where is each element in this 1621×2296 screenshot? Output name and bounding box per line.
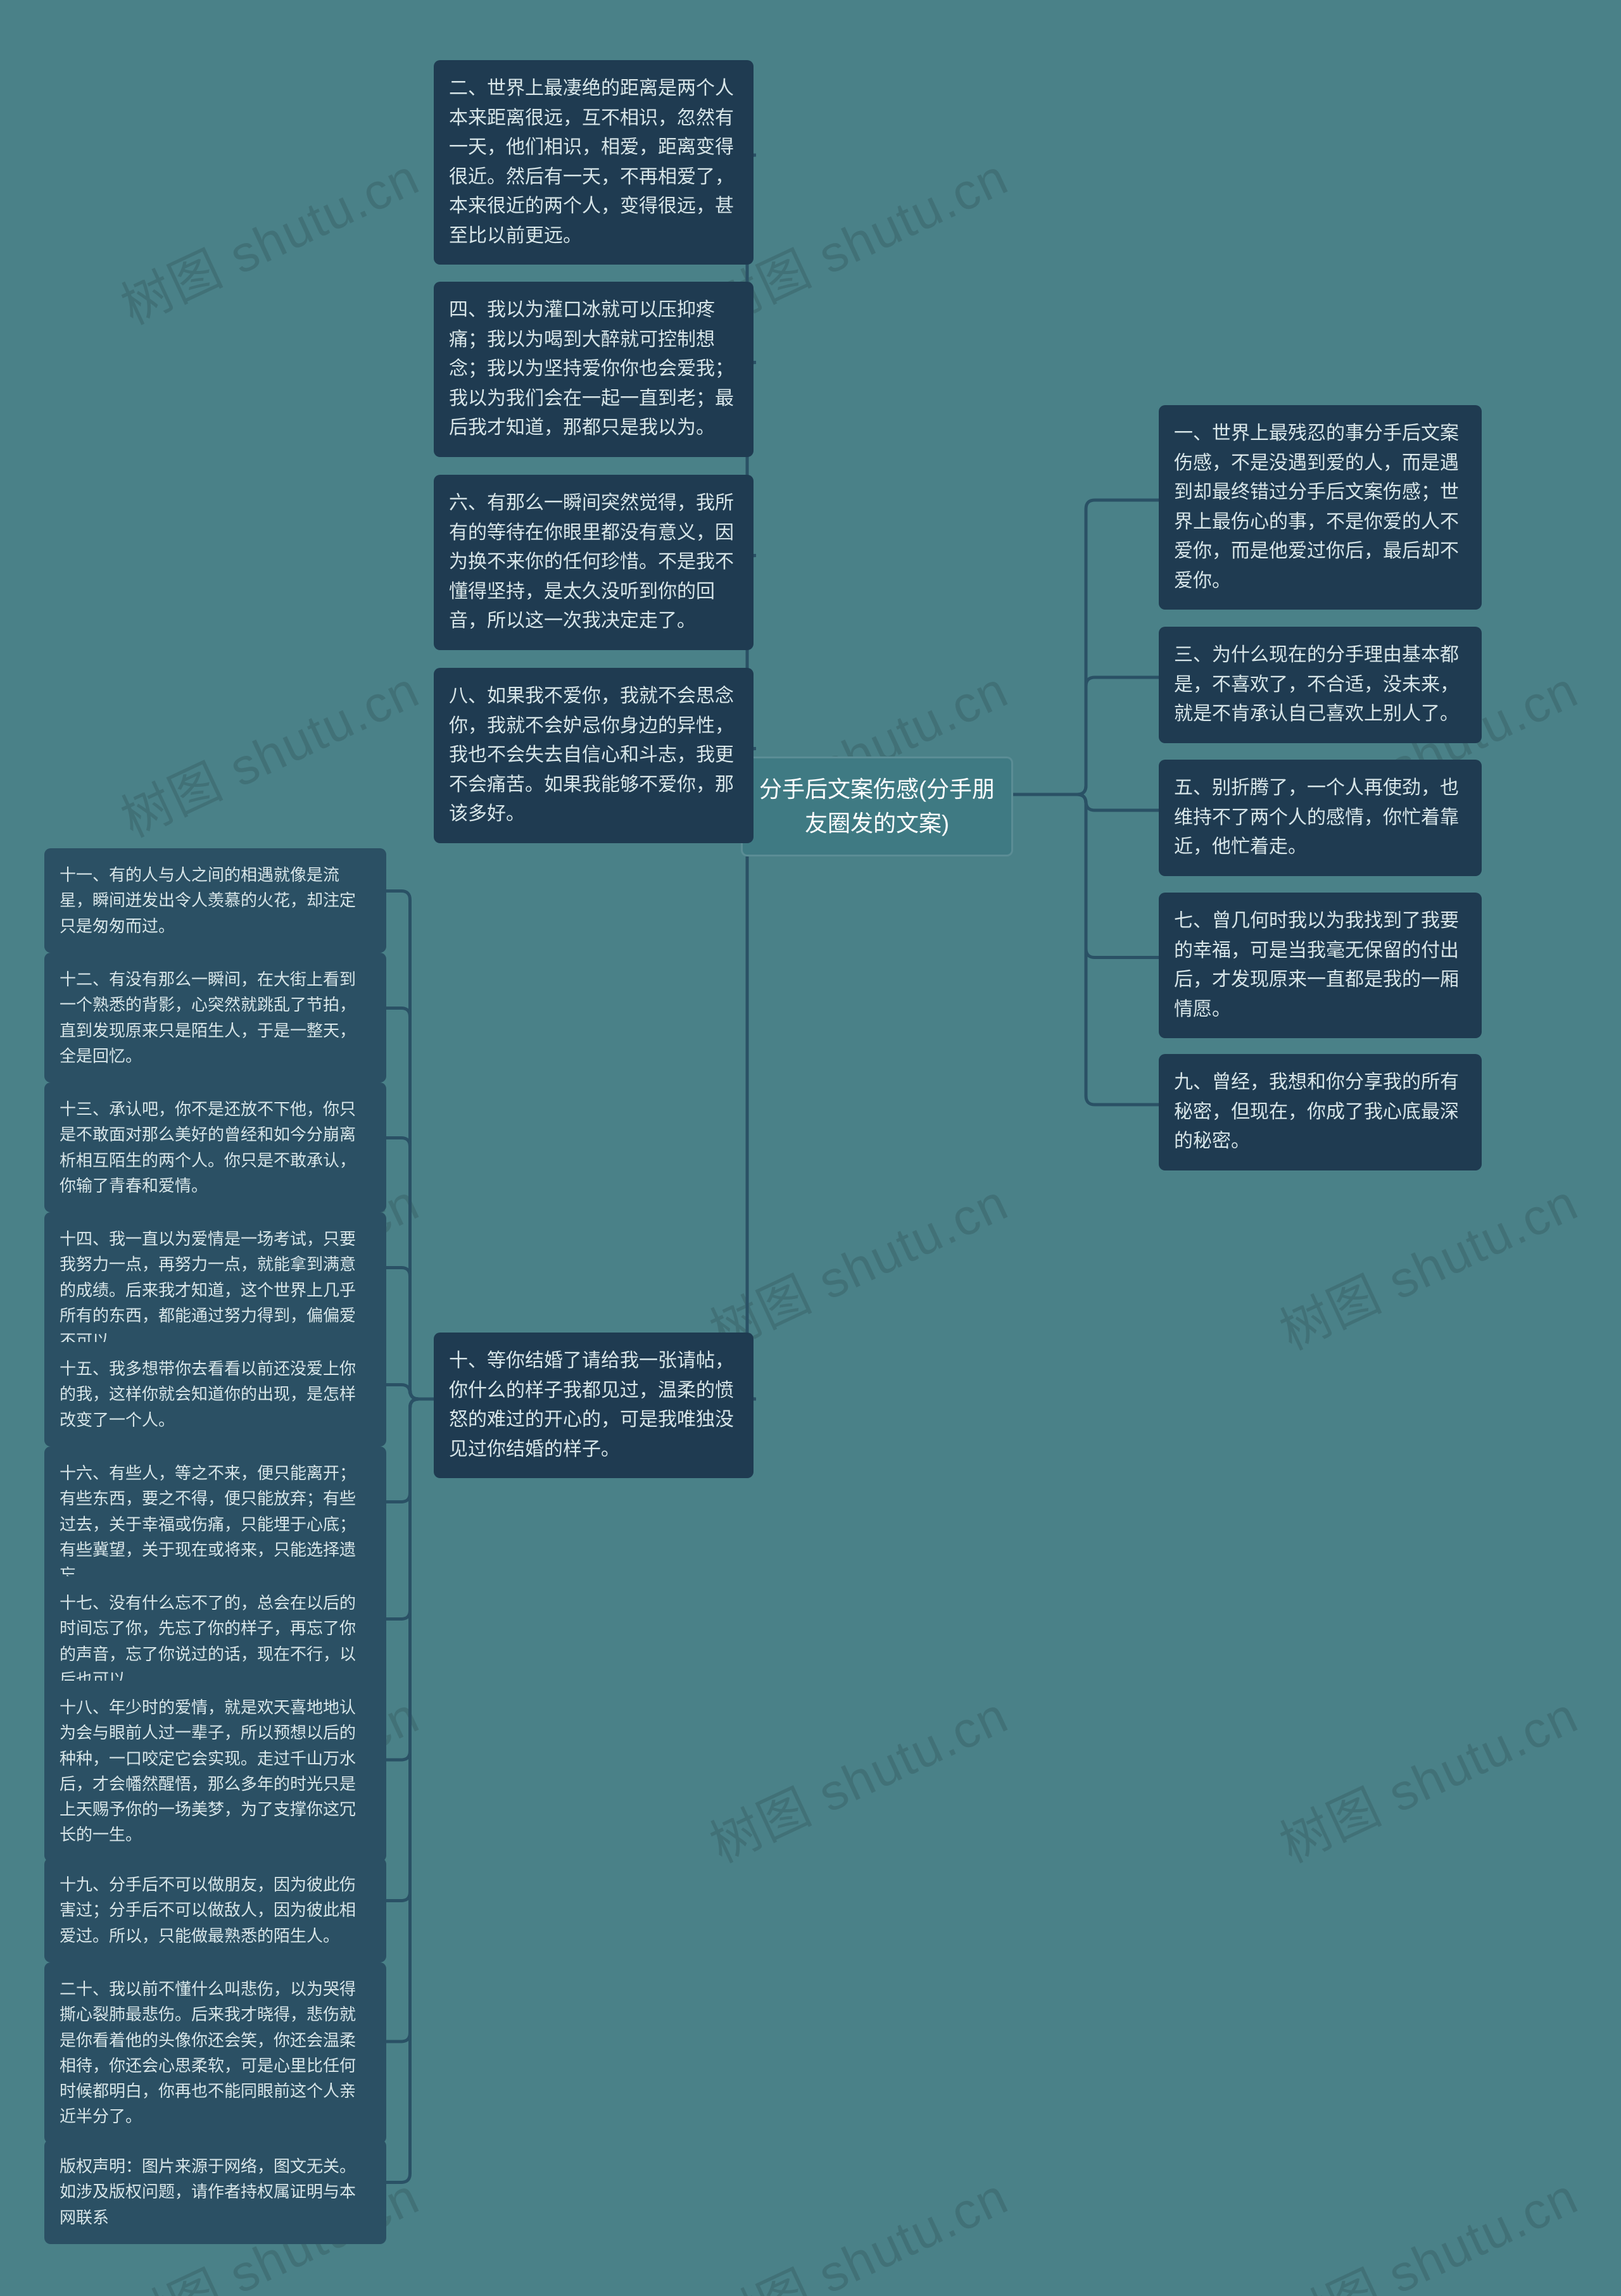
mindmap-node[interactable]: 九、曾经，我想和你分享我的所有秘密，但现在，你成了我心底最深的秘密。 [1159,1054,1482,1170]
mindmap-node[interactable]: 六、有那么一瞬间突然觉得，我所有的等待在你眼里都没有意义，因为换不来你的任何珍惜… [434,475,754,650]
mindmap-node[interactable]: 一、世界上最残忍的事分手后文案伤感，不是没遇到爱的人，而是遇到却最终错过分手后文… [1159,405,1482,610]
mindmap-node[interactable]: 十、等你结婚了请给我一张请帖，你什么的样子我都见过，温柔的愤怒的难过的开心的，可… [434,1333,754,1478]
mindmap-node[interactable]: 十五、我多想带你去看看以前还没爱上你的我，这样你就会知道你的出现，是怎样改变了一… [44,1342,386,1446]
mindmap-node[interactable]: 二、世界上最凄绝的距离是两个人本来距离很远，互不相识，忽然有一天，他们相识，相爱… [434,60,754,265]
mindmap-node[interactable]: 四、我以为灌口冰就可以压抑疼痛；我以为喝到大醉就可控制想念；我以为坚持爱你你也会… [434,282,754,457]
mindmap-node[interactable]: 十九、分手后不可以做朋友，因为彼此伤害过；分手后不可以做敌人，因为彼此相爱过。所… [44,1858,386,1962]
mindmap-node[interactable]: 三、为什么现在的分手理由基本都是，不喜欢了，不合适，没未来，就是不肯承认自己喜欢… [1159,627,1482,743]
mindmap-node[interactable]: 十三、承认吧，你不是还放不下他，你只是不敢面对那么美好的曾经和如今分崩离析相互陌… [44,1082,386,1212]
mindmap-node[interactable]: 五、别折腾了，一个人再使劲，也维持不了两个人的感情，你忙着靠近，他忙着走。 [1159,760,1482,876]
mindmap-node[interactable]: 十二、有没有那么一瞬间，在大街上看到一个熟悉的背影，心突然就跳乱了节拍，直到发现… [44,953,386,1082]
mindmap-node[interactable]: 八、如果我不爱你，我就不会思念你，我就不会妒忌你身边的异性，我也不会失去自信心和… [434,668,754,843]
mindmap-node[interactable]: 二十、我以前不懂什么叫悲伤，以为哭得撕心裂肺最悲伤。后来我才晓得，悲伤就是你看着… [44,1962,386,2143]
mindmap-node[interactable]: 十八、年少时的爱情，就是欢天喜地地认为会与眼前人过一辈子，所以预想以后的种种，一… [44,1681,386,1862]
mindmap-node[interactable]: 版权声明：图片来源于网络，图文无关。如涉及版权问题，请作者持权属证明与本网联系 [44,2140,386,2244]
mindmap-node[interactable]: 七、曾几何时我以为我找到了我要的幸福，可是当我毫无保留的付出后，才发现原来一直都… [1159,893,1482,1038]
mindmap-node[interactable]: 十一、有的人与人之间的相遇就像是流星，瞬间迸发出令人羡慕的火花，却注定只是匆匆而… [44,848,386,953]
mindmap-root[interactable]: 分手后文案伤感(分手朋友圈发的文案) [741,756,1013,856]
